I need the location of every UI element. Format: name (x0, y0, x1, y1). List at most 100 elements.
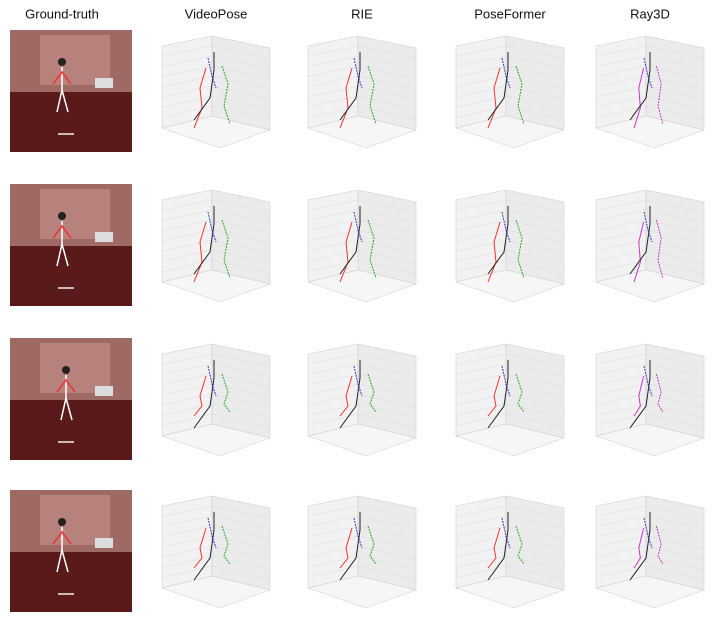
floor-pane (455, 575, 565, 609)
right-limbs (633, 67, 645, 129)
grid-line (161, 75, 213, 88)
pane (211, 495, 271, 591)
pane (455, 189, 507, 283)
right-limbs (487, 67, 501, 129)
grid-line (307, 249, 359, 262)
grid-line (595, 75, 647, 88)
grid-line (505, 95, 565, 110)
spine (487, 512, 509, 581)
grid-line (595, 555, 647, 568)
grid-line (161, 353, 213, 365)
pose-plot (595, 35, 705, 149)
right-limbs (487, 527, 501, 569)
grid-line (211, 525, 271, 539)
grid-line (307, 545, 359, 558)
grid-line (307, 239, 359, 252)
grid-line (307, 403, 359, 416)
grid-line (595, 413, 647, 426)
grid-line (645, 393, 705, 408)
grid-line (307, 535, 359, 548)
grid-line (357, 413, 417, 428)
grid-line (505, 565, 565, 580)
grid-line (595, 45, 647, 57)
pane (645, 35, 705, 131)
grid-line (505, 515, 565, 529)
photo (10, 490, 132, 612)
pane (645, 495, 705, 591)
grid-line (211, 209, 271, 223)
radiator (95, 232, 113, 242)
spine (629, 206, 651, 275)
grid-line (595, 383, 647, 396)
grid-line (357, 85, 417, 100)
grid-line (161, 393, 213, 406)
grid-line (161, 403, 213, 416)
right-limbs (339, 527, 353, 569)
grid-line (645, 259, 705, 274)
arm (353, 365, 363, 397)
person-arms (56, 378, 76, 393)
grid-line (211, 45, 271, 59)
grid-line (211, 219, 271, 233)
grid-line (211, 505, 271, 519)
grid-line (505, 259, 565, 274)
grid-line (455, 373, 507, 385)
pose-plot (307, 495, 417, 609)
grid-line (161, 65, 213, 77)
wall-light (40, 495, 110, 545)
grid-line (161, 105, 213, 118)
arm (353, 517, 363, 549)
arm (643, 517, 653, 549)
left-limbs (367, 65, 377, 125)
grid-line (455, 209, 507, 221)
right-limbs (633, 221, 645, 283)
floor (10, 92, 132, 152)
grid-line (455, 199, 507, 211)
grid-line (161, 259, 213, 272)
grid-line (455, 565, 507, 578)
grid-line (645, 565, 705, 580)
grid-line (357, 383, 417, 398)
grid-line (645, 525, 705, 539)
grid-line (505, 403, 565, 418)
spine (629, 360, 651, 429)
floor (10, 552, 132, 612)
grid-line (211, 383, 271, 398)
pose-plot (161, 343, 271, 457)
grid-line (505, 229, 565, 244)
floor-pane (161, 269, 271, 303)
grid-line (505, 85, 565, 100)
pane (161, 35, 213, 129)
grid-line (645, 515, 705, 529)
wall-light (40, 343, 110, 393)
grid-line (357, 393, 417, 408)
grid-line (357, 565, 417, 580)
arm (501, 365, 511, 397)
grid-line (595, 219, 647, 231)
wall-light (40, 189, 110, 239)
grid-line (307, 199, 359, 211)
pane (357, 189, 417, 285)
arm (207, 57, 217, 89)
grid-line (595, 229, 647, 242)
grid-line (357, 515, 417, 529)
grid-line (307, 515, 359, 527)
grid-line (645, 209, 705, 223)
right-limbs (339, 375, 353, 417)
floor-pane (161, 115, 271, 149)
grid-line (455, 363, 507, 375)
grid-line (161, 383, 213, 396)
person-head (62, 366, 70, 374)
pose-plot (455, 35, 565, 149)
grid-line (505, 199, 565, 213)
grid-line (161, 229, 213, 242)
person-leg (61, 89, 69, 113)
grid-line (505, 393, 565, 408)
pose-plot (307, 343, 417, 457)
grid-line (307, 85, 359, 98)
grid-line (505, 555, 565, 570)
grid-line (645, 229, 705, 244)
right-limbs (193, 67, 207, 129)
photo (10, 30, 132, 152)
grid-line (645, 413, 705, 428)
